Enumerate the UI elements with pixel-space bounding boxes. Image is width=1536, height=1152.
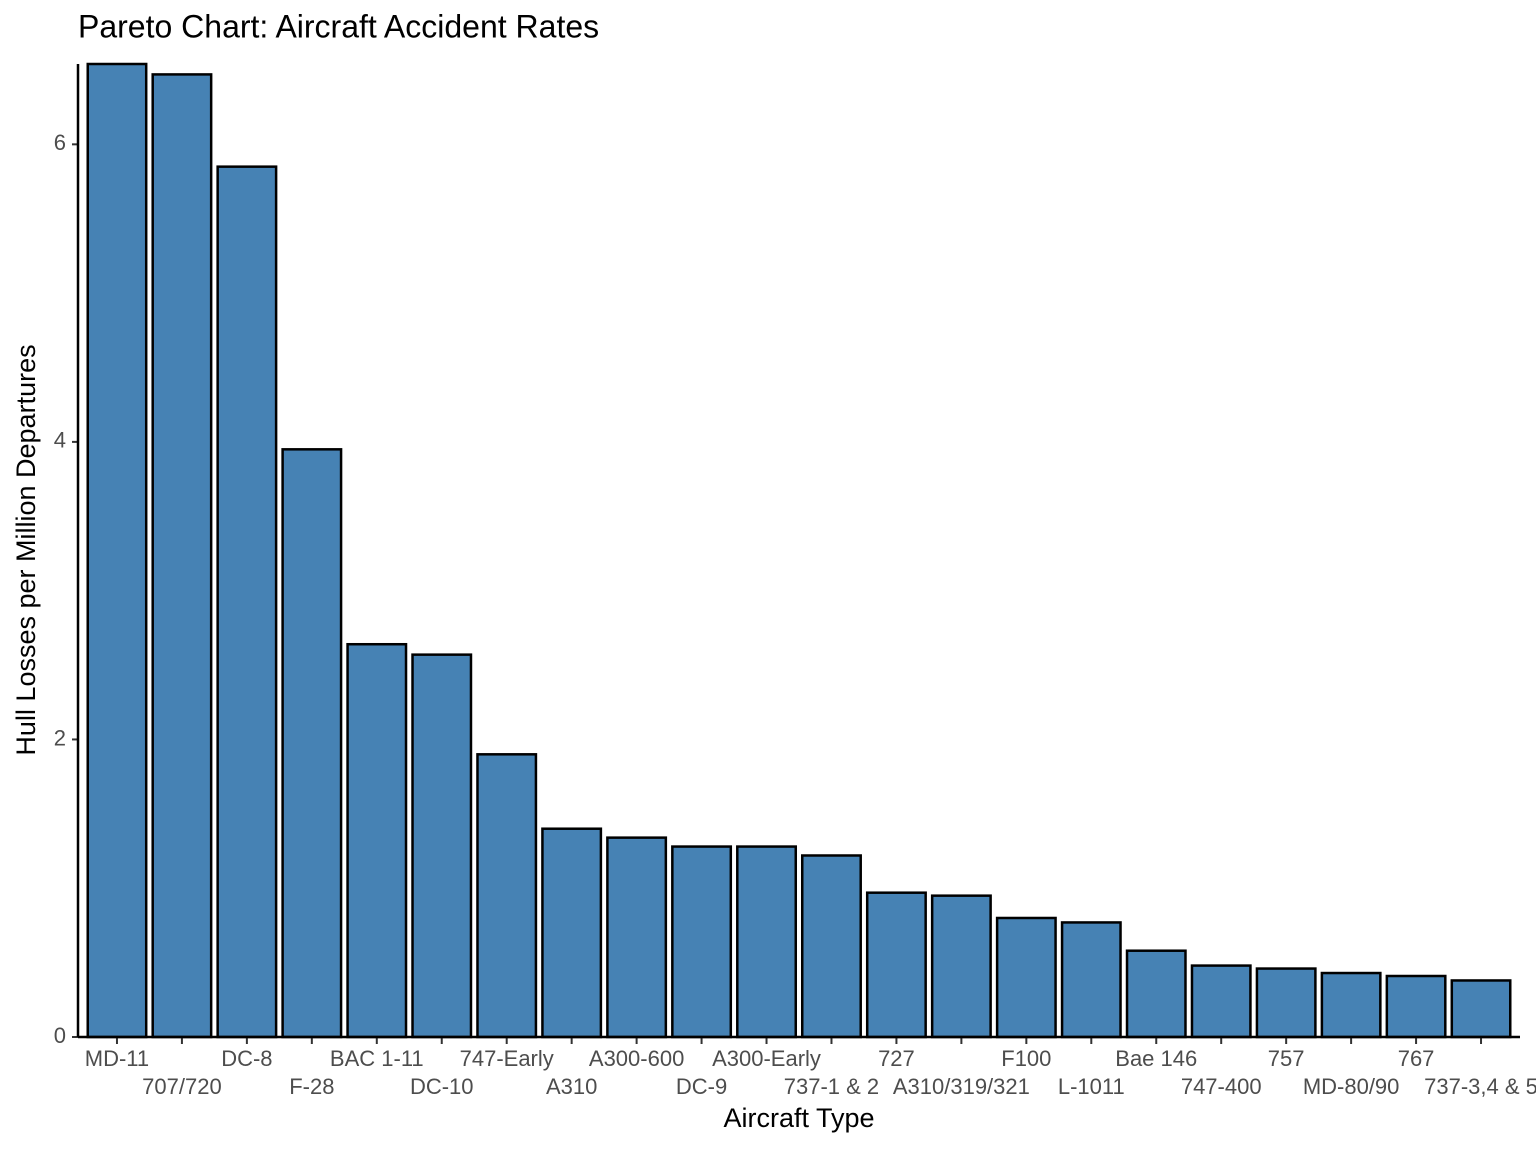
bar: [151, 73, 213, 1039]
x-tick-label: 757: [1268, 1046, 1305, 1071]
bar: [1385, 974, 1447, 1039]
x-tick-label: 707/720: [142, 1074, 222, 1099]
bar: [541, 827, 603, 1039]
x-tick-label: A310: [546, 1074, 597, 1099]
bar: [865, 891, 927, 1039]
bar: [995, 916, 1057, 1039]
y-tick-label: 2: [54, 725, 66, 750]
x-tick-label: A300-Early: [712, 1046, 821, 1071]
x-tick-label: DC-9: [676, 1074, 727, 1099]
x-tick-label: DC-8: [221, 1046, 272, 1071]
chart-title: Pareto Chart: Aircraft Accident Rates: [78, 8, 599, 44]
x-tick-label: 747-400: [1181, 1074, 1262, 1099]
x-tick-label: MD-11: [85, 1046, 149, 1071]
x-tick-label: 747-Early: [460, 1046, 554, 1071]
x-tick-label: MD-80/90: [1303, 1074, 1400, 1099]
y-tick-label: 6: [54, 130, 66, 155]
bar: [1255, 967, 1317, 1039]
x-tick-label: 737-1 & 2: [784, 1074, 879, 1099]
bar: [736, 845, 798, 1039]
bar: [930, 894, 992, 1039]
bar: [671, 845, 733, 1039]
bar: [1320, 971, 1382, 1039]
x-tick-label: F-28: [289, 1074, 334, 1099]
bar: [411, 653, 473, 1039]
x-tick-label: 727: [878, 1046, 915, 1071]
bar: [1190, 964, 1252, 1039]
y-axis-title: Hull Losses per Million Departures: [11, 344, 41, 755]
bar: [606, 836, 668, 1039]
bar: [86, 62, 148, 1039]
x-tick-label: A300-600: [589, 1046, 684, 1071]
x-tick-label: L-1011: [1058, 1074, 1125, 1099]
bar: [476, 753, 538, 1039]
bar: [281, 448, 343, 1039]
bar: [800, 854, 862, 1039]
x-tick-label: BAC 1-11: [330, 1046, 424, 1071]
x-tick-label: 737-3,4 & 5: [1424, 1074, 1536, 1099]
bar: [1060, 921, 1122, 1039]
y-tick-label: 4: [54, 428, 66, 453]
y-tick-label: 0: [54, 1023, 66, 1048]
x-tick-label: Bae 146: [1115, 1046, 1197, 1071]
bar: [216, 165, 278, 1039]
x-tick-label: 767: [1398, 1046, 1435, 1071]
x-tick-label: A310/319/321: [893, 1074, 1030, 1099]
bar: [346, 642, 408, 1039]
x-axis-title: Aircraft Type: [723, 1103, 874, 1133]
bar: [1450, 979, 1512, 1039]
bar: [1125, 949, 1187, 1039]
x-tick-label: DC-10: [410, 1074, 474, 1099]
x-tick-label: F100: [1001, 1046, 1051, 1071]
